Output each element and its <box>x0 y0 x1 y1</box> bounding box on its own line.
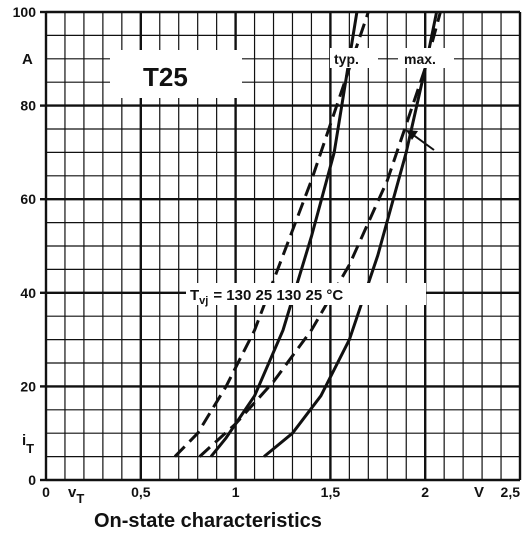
x-axis-unit: V <box>474 484 484 501</box>
tvj-label-bg <box>186 283 426 305</box>
x-symbol: v <box>68 484 77 501</box>
x-tick-label: 2,5 <box>501 484 521 500</box>
y-tick-label: 100 <box>13 4 37 20</box>
title-box <box>110 50 242 98</box>
typ-label-bg <box>330 48 378 68</box>
series-line-1 <box>209 11 359 458</box>
x-tick-label: 2 <box>421 484 429 500</box>
chart-title: T25 <box>143 62 188 92</box>
typ-label: typ. <box>334 51 359 67</box>
x-axis-symbol: vT <box>68 484 84 506</box>
y-symbol-sub: T <box>26 441 34 456</box>
y-tick-label: 20 <box>20 378 36 394</box>
x-tick-label: 0 <box>42 484 50 500</box>
y-axis-symbol: iT <box>22 432 34 456</box>
y-tick-label: 0 <box>28 472 36 488</box>
max-label: max. <box>404 51 436 67</box>
arrow-pointer <box>411 133 435 151</box>
axis-labels: 0 20 40 60 80 100 0 0,5 1 1,5 2 2,5 <box>13 4 521 500</box>
tvj-values: = 130 25 130 25 °C <box>213 287 343 304</box>
y-tick-label: 40 <box>20 285 36 301</box>
tvj-subscript: vj <box>199 295 208 307</box>
y-axis-unit: A <box>22 51 33 68</box>
max-label-bg <box>398 48 454 68</box>
tvj-symbol: T <box>190 287 199 304</box>
y-tick-label: 60 <box>20 191 36 207</box>
x-tick-label: 1 <box>232 484 240 500</box>
chart-caption: On-state characteristics <box>94 510 322 532</box>
arrow-head <box>406 130 418 140</box>
y-symbol: i <box>22 432 26 449</box>
tvj-label: Tvj = 130 25 130 25 °C <box>190 287 343 307</box>
x-tick-label: 0,5 <box>131 484 151 500</box>
x-symbol-sub: T <box>76 491 84 506</box>
x-tick-label: 1,5 <box>321 484 341 500</box>
y-tick-label: 80 <box>20 98 36 114</box>
